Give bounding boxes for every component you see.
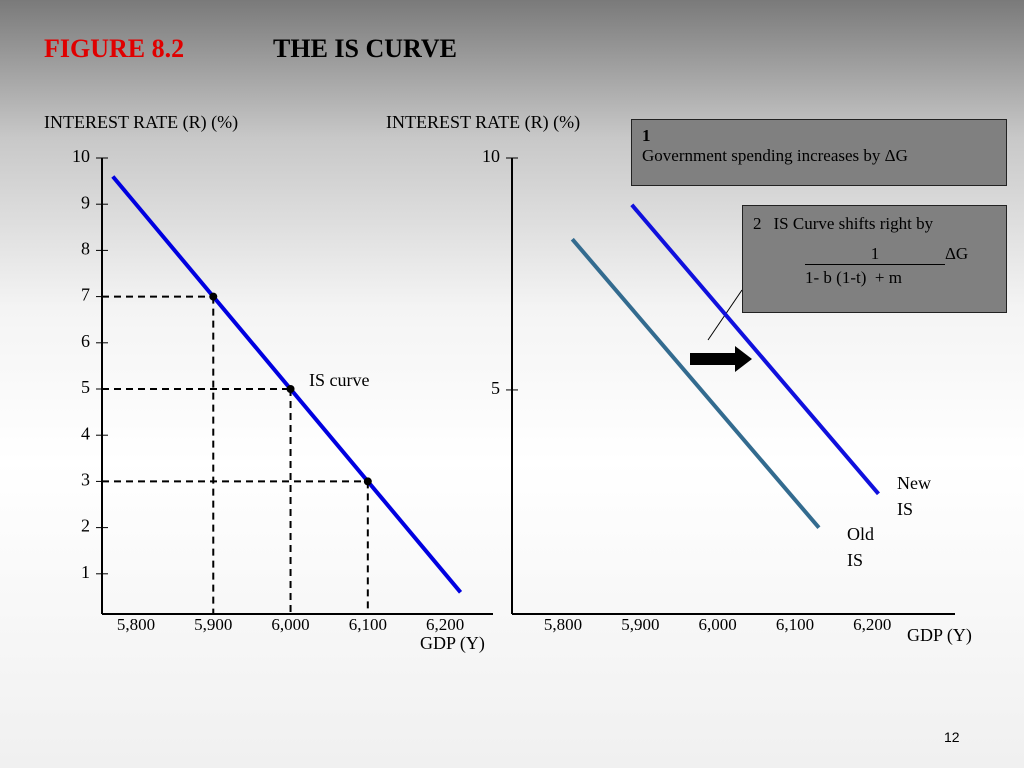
y-tick-label: 5: [491, 378, 500, 398]
y-tick-label: 10: [72, 146, 90, 166]
point: [286, 385, 295, 394]
point: [363, 477, 372, 486]
y-tick-label: 10: [482, 146, 500, 166]
x-tick-label: 6,200: [426, 615, 464, 634]
x-tick-label: 5,900: [194, 615, 232, 634]
x-tick-label: 6,200: [853, 615, 891, 634]
x-tick-label: 6,100: [349, 615, 387, 634]
y-tick-label: 5: [81, 377, 90, 397]
is-curve: [570, 237, 821, 530]
callout-box: 1 Government spending increases by ΔG: [631, 119, 1007, 186]
slide-title: THE IS CURVE: [273, 34, 458, 63]
series-label: New IS: [897, 473, 931, 519]
y-tick-label: 8: [81, 239, 90, 259]
y-tick-label: 6: [81, 331, 90, 351]
y-tick-label: 9: [81, 192, 90, 212]
x-tick-label: 5,800: [544, 615, 582, 634]
callout-number: 2: [753, 214, 762, 233]
x-tick-label: 6,000: [271, 615, 309, 634]
point: [209, 292, 218, 301]
page-number: 12: [944, 729, 960, 745]
y-tick-label: 1: [81, 562, 90, 582]
x-tick-label: 5,800: [117, 615, 155, 634]
is-curve: [630, 203, 880, 496]
x-axis-label: GDP (Y): [420, 633, 485, 653]
fraction-suffix: ΔG: [945, 244, 969, 263]
y-axis-label: INTEREST RATE (R) (%): [44, 112, 239, 132]
fraction-numerator: 1: [805, 244, 945, 265]
y-tick-label: 7: [81, 285, 90, 305]
y-tick-label: 4: [81, 423, 90, 443]
fraction-denominator: 1- b (1-t) + m: [805, 268, 902, 287]
y-tick-label: 2: [81, 516, 90, 536]
y-tick-label: 3: [81, 470, 90, 490]
callout-text: IS Curve shifts right by: [773, 214, 934, 233]
y-axis-label: INTEREST RATE (R) (%): [386, 112, 581, 132]
x-axis-label: GDP (Y): [907, 625, 972, 645]
series-label: Old IS: [847, 524, 874, 570]
callout-number: 1: [642, 126, 651, 145]
x-tick-label: 6,100: [776, 615, 814, 634]
is-curve: [111, 175, 463, 594]
x-tick-label: 5,900: [621, 615, 659, 634]
x-tick-label: 6,000: [699, 615, 737, 634]
callout-text: Government spending increases by ΔG: [642, 146, 908, 165]
figure-number: FIGURE 8.2: [44, 34, 185, 63]
callout-box: 2 IS Curve shifts right by 1 ΔG 1- b (1-t)…: [742, 205, 1007, 313]
annotation: IS curve: [309, 370, 370, 390]
shift-arrow: [690, 346, 752, 372]
